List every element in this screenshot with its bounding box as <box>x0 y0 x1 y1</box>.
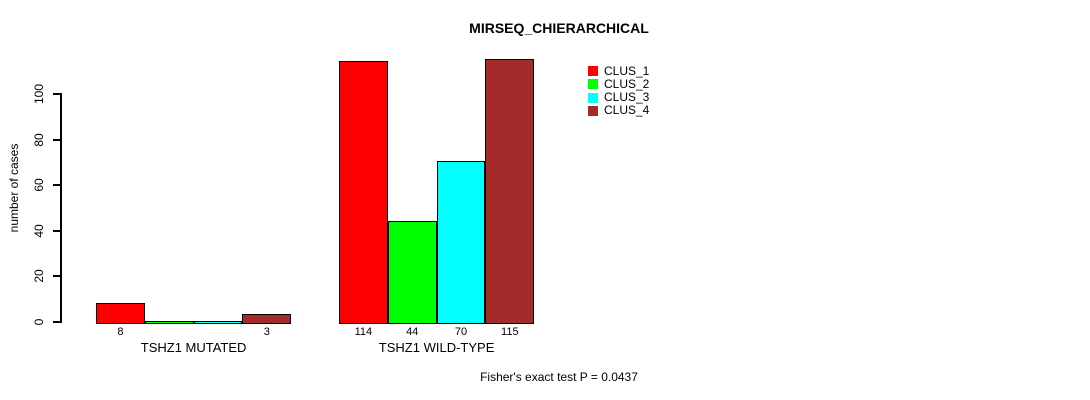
legend-swatch-clus_1 <box>588 66 598 76</box>
bar-value-label: 70 <box>454 326 468 338</box>
bar-value-label: 115 <box>501 326 519 338</box>
y-tick <box>53 184 61 187</box>
legend-label: CLUS_2 <box>604 76 650 91</box>
y-tick-label: 40 <box>32 224 46 238</box>
x-group-label: TSHZ1 MUTATED <box>140 340 247 355</box>
bar-clus_3-group1 <box>193 321 243 324</box>
y-tick-label: 0 <box>32 318 46 326</box>
bar-clus_1-group1 <box>96 302 145 324</box>
bar-value-label: 114 <box>354 326 373 338</box>
bar-value-label: 44 <box>406 326 419 338</box>
y-tick-label: 20 <box>32 269 46 284</box>
y-tick <box>53 93 61 95</box>
bar-clus_3-group2 <box>436 161 486 324</box>
annotation-text: Fisher's exact test P = 0.0437 <box>480 370 638 384</box>
x-group-label: TSHZ1 WILD-TYPE <box>378 340 495 355</box>
y-tick-label: 100 <box>32 83 46 105</box>
bar-clus_1-group2 <box>339 61 388 324</box>
y-tick-label: 60 <box>32 178 46 192</box>
legend-label: CLUS_4 <box>604 103 650 118</box>
y-tick-label: 80 <box>32 132 46 147</box>
bar-value-label: 3 <box>263 326 270 338</box>
legend-swatch-clus_3 <box>588 92 598 103</box>
bar-clus_4-group1 <box>242 314 292 324</box>
chart-title: MIRSEQ_CHIERARCHICAL <box>469 20 649 36</box>
bar-value-label: 8 <box>117 326 124 338</box>
legend-label: CLUS_3 <box>604 90 650 105</box>
bar-clus_2-group1 <box>144 321 194 324</box>
y-axis-title: number of cases <box>7 143 21 233</box>
y-tick <box>53 275 61 278</box>
legend-swatch-clus_2 <box>588 79 598 90</box>
legend-swatch-clus_4 <box>588 105 598 116</box>
y-axis-line <box>60 93 62 323</box>
bar-clus_4-group2 <box>485 58 535 324</box>
y-tick <box>53 229 61 232</box>
y-tick <box>53 138 61 141</box>
bar-clus_2-group2 <box>387 220 437 324</box>
legend-label: CLUS_1 <box>604 63 650 78</box>
y-tick <box>53 321 61 323</box>
